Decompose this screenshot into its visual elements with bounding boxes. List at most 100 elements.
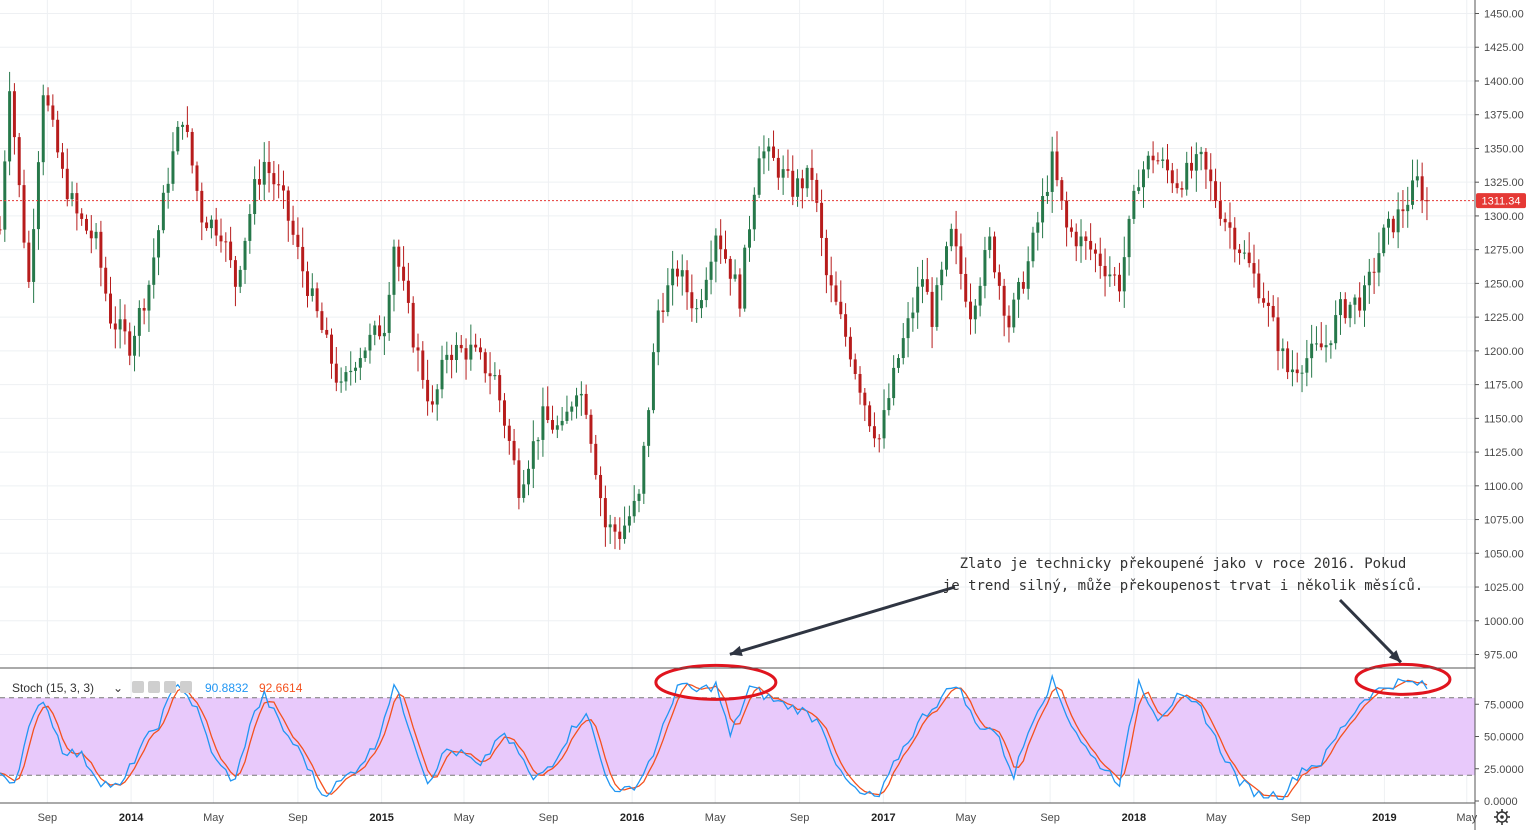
candle-body: [1382, 227, 1386, 254]
candle-body: [868, 405, 872, 427]
time-tick-label: 2019: [1372, 812, 1396, 824]
candle-body: [281, 185, 285, 191]
candle-body: [27, 242, 31, 282]
candle-body: [1276, 317, 1280, 352]
candle-body: [935, 285, 939, 327]
candle-body: [157, 230, 161, 258]
candle-body: [152, 257, 156, 285]
highlight-ellipse-2019: [1354, 662, 1452, 696]
price-tick-label: 1450.00: [1484, 8, 1524, 20]
candle-body: [488, 373, 492, 377]
candle-body: [1050, 151, 1054, 192]
price-tick-label: 1225.00: [1484, 312, 1524, 324]
candle-body: [200, 190, 204, 223]
candle-body: [896, 358, 900, 368]
candle-body: [8, 91, 12, 162]
candle-body: [964, 273, 968, 302]
close-icon[interactable]: [180, 681, 192, 693]
candle-body: [584, 393, 588, 415]
candle-body: [781, 169, 785, 178]
candle-body: [1007, 315, 1011, 328]
candle-body: [685, 270, 689, 293]
candle-body: [17, 137, 21, 186]
candle-body: [863, 392, 867, 406]
candle-body: [190, 131, 194, 166]
candle-body: [1290, 369, 1294, 373]
candle-body: [1343, 299, 1347, 319]
candle-body: [478, 347, 482, 353]
candle-body: [1209, 169, 1213, 182]
candle-body: [637, 493, 641, 501]
candle-body: [416, 347, 420, 351]
candle-body: [421, 350, 425, 380]
candle-body: [1103, 265, 1107, 277]
candle-body: [354, 367, 358, 371]
candle-body: [339, 381, 343, 383]
candle-body: [306, 271, 309, 296]
candle-body: [1334, 315, 1338, 344]
candle-body: [1367, 271, 1371, 286]
candle-body: [848, 336, 852, 360]
candle-body: [940, 269, 944, 286]
candle-body: [892, 367, 896, 399]
candle-body: [680, 270, 684, 277]
candle-body: [733, 274, 737, 279]
candle-body: [618, 531, 622, 539]
candle-body: [647, 410, 651, 446]
candle-body: [445, 354, 449, 360]
candle-body: [137, 307, 141, 336]
candle-body: [483, 352, 487, 374]
candle-body: [872, 426, 876, 439]
candle-body: [594, 443, 598, 475]
candle-body: [1377, 253, 1381, 273]
candle-body: [839, 301, 843, 315]
candle-body: [743, 247, 747, 309]
chevron-down-icon[interactable]: ⌄: [113, 681, 123, 695]
price-tick-label: 1375.00: [1484, 110, 1524, 122]
candle-body: [738, 274, 742, 309]
add-icon[interactable]: [164, 681, 176, 693]
candle-body: [762, 151, 766, 159]
candle-body: [1300, 372, 1304, 374]
candle-body: [973, 305, 977, 320]
candle-body: [334, 363, 338, 383]
settings-icon[interactable]: [148, 681, 160, 693]
candle-body: [32, 229, 36, 282]
candle-body: [661, 310, 665, 313]
candle-body: [435, 389, 439, 405]
candle-body: [651, 352, 655, 411]
candle-body: [1218, 201, 1222, 219]
candle-body: [1079, 236, 1083, 247]
price-tick-label: 1025.00: [1484, 582, 1524, 594]
candle-body: [920, 279, 924, 287]
price-tick-label: 1425.00: [1484, 42, 1524, 54]
candle-body: [993, 236, 997, 273]
candle-body: [776, 157, 780, 178]
candle-body: [161, 192, 165, 231]
time-tick-label: May: [203, 812, 224, 824]
candle-body: [378, 325, 382, 337]
candle-body: [1180, 188, 1184, 190]
candle-body: [502, 400, 506, 426]
candle-body: [387, 294, 391, 333]
candle-body: [291, 220, 295, 235]
eye-icon[interactable]: [132, 681, 144, 693]
time-tick-label: May: [1456, 812, 1477, 824]
candle-body: [1338, 299, 1342, 316]
candle-body: [51, 105, 55, 120]
candle-body: [1093, 249, 1097, 254]
candle-body: [272, 173, 276, 185]
candle-body: [60, 152, 64, 169]
time-tick-label: 2018: [1122, 812, 1146, 824]
time-tick-label: May: [955, 812, 976, 824]
candle-body: [56, 119, 60, 153]
candle-body: [65, 168, 69, 200]
candle-body: [877, 438, 881, 440]
candle-body: [1242, 252, 1246, 254]
candle-body: [1166, 159, 1169, 171]
gear-icon[interactable]: [1494, 809, 1510, 825]
candle-body: [507, 425, 511, 441]
time-tick-label: Sep: [790, 812, 810, 824]
candle-body: [1204, 151, 1208, 170]
